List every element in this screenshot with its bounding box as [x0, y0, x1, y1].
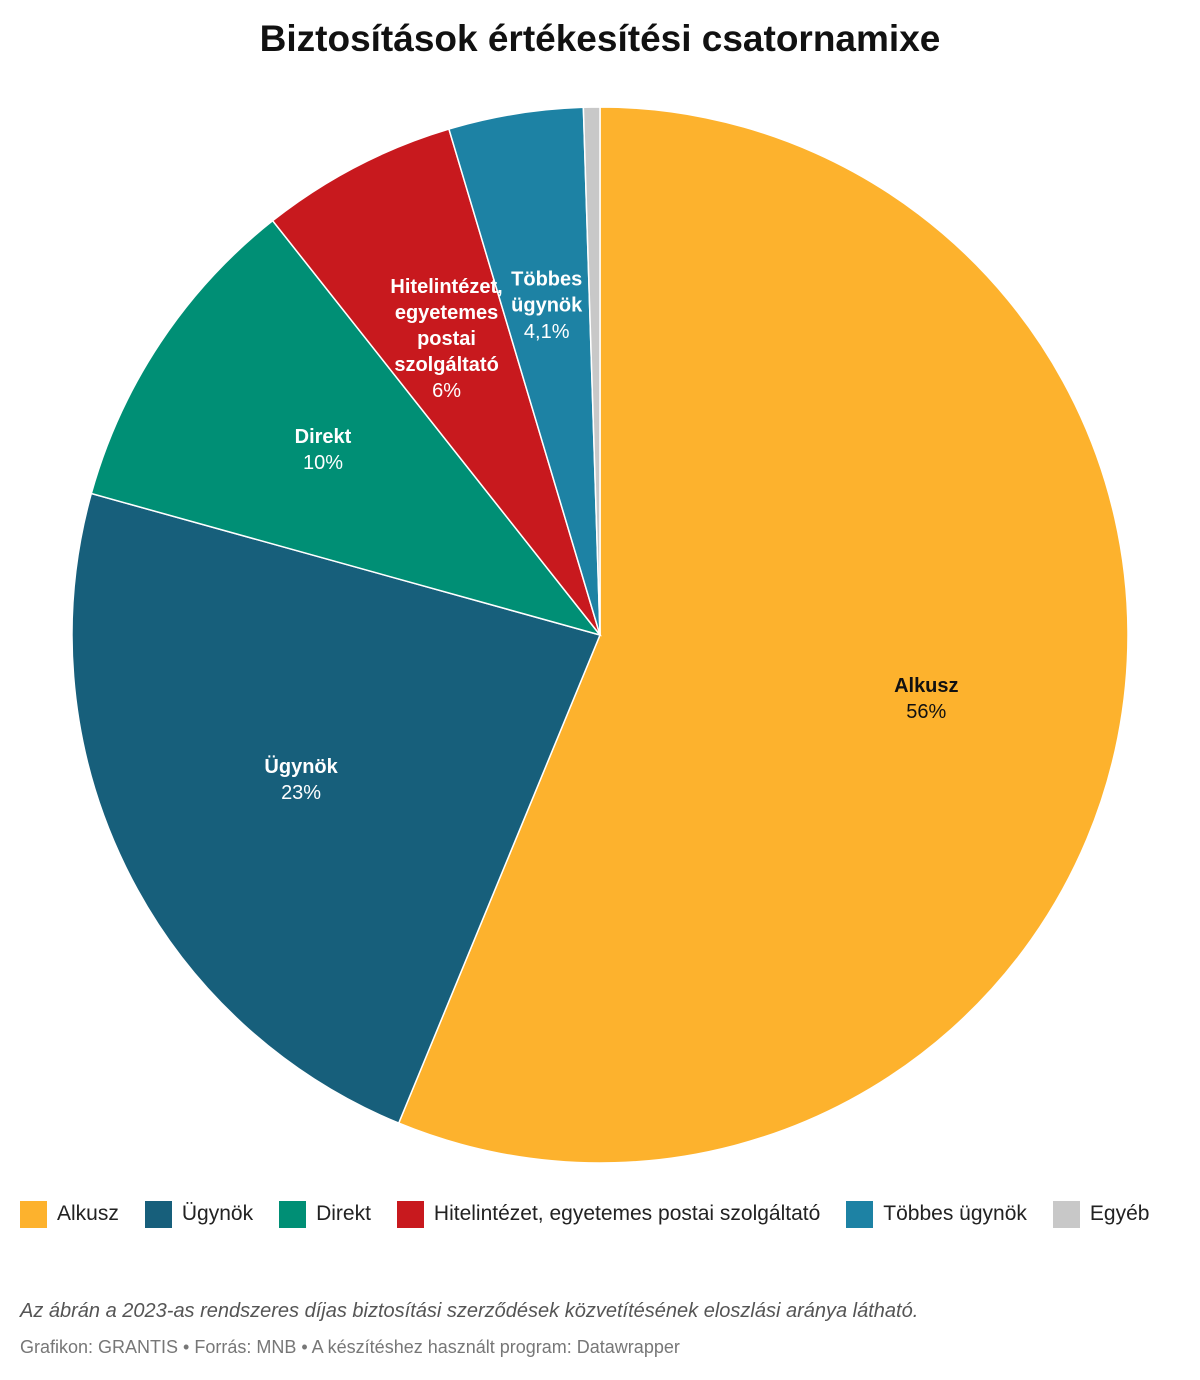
pie-slice [582, 106, 601, 636]
legend-item: Direkt [279, 1200, 371, 1228]
slice-value-label: 6% [432, 380, 461, 402]
legend-label: Alkusz [57, 1202, 119, 1225]
legend-item: Hitelintézet, egyetemes postai szolgálta… [396, 1200, 821, 1228]
slice-label: Hitelintézet, egyetemes postai szolgáltató [390, 276, 502, 376]
legend-item: Alkusz [20, 1200, 119, 1228]
slice-value-label: 4,1% [524, 321, 570, 343]
slice-value-label: 10% [303, 452, 343, 474]
legend-label: Többes ügynök [883, 1202, 1027, 1225]
credit: Grafikon: GRANTIS • Forrás: MNB • A kész… [20, 1337, 680, 1357]
legend-label: Direkt [316, 1202, 371, 1225]
legend-swatch [20, 1200, 47, 1228]
chart-title: Biztosítások értékesítési csatornamixe [259, 18, 941, 59]
legend-item: Egyéb [1052, 1200, 1150, 1228]
slice-label: Többes ügynök [511, 269, 583, 317]
note: Az ábrán a 2023-as rendszeres díjas bizt… [20, 1300, 919, 1322]
legend: Alkusz Ügynök Direkt Hitelintézet, egyeteme… [20, 1200, 1190, 1228]
pie-slice [71, 492, 602, 1125]
legend-label: Ügynök [181, 1202, 254, 1225]
legend-swatch [144, 1200, 172, 1228]
legend-label: Hitelintézet, egyetemes postai szolgálta… [433, 1202, 821, 1225]
slice-label: Direkt [295, 426, 352, 448]
legend-item: Ügynök [144, 1200, 254, 1228]
legend-item: Többes ügynök [846, 1200, 1027, 1228]
slice-label: Alkusz [894, 675, 958, 697]
slice-value-label: 23% [281, 782, 321, 804]
legend-swatch [1052, 1200, 1080, 1228]
slice-label: Ügynök [264, 755, 338, 778]
chart: Alkusz 56% Ügynök 23% Direkt 10% Hitelintézet,… [71, 106, 1129, 1164]
legend-swatch [396, 1200, 424, 1228]
pie-slice [397, 106, 1129, 1164]
pie-slice [271, 128, 601, 636]
legend-swatch [279, 1200, 307, 1228]
pie-slice [90, 219, 603, 637]
legend-label: Egyéb [1089, 1202, 1150, 1225]
slice-value-label: 56% [906, 701, 946, 723]
legend-swatch [846, 1200, 874, 1228]
